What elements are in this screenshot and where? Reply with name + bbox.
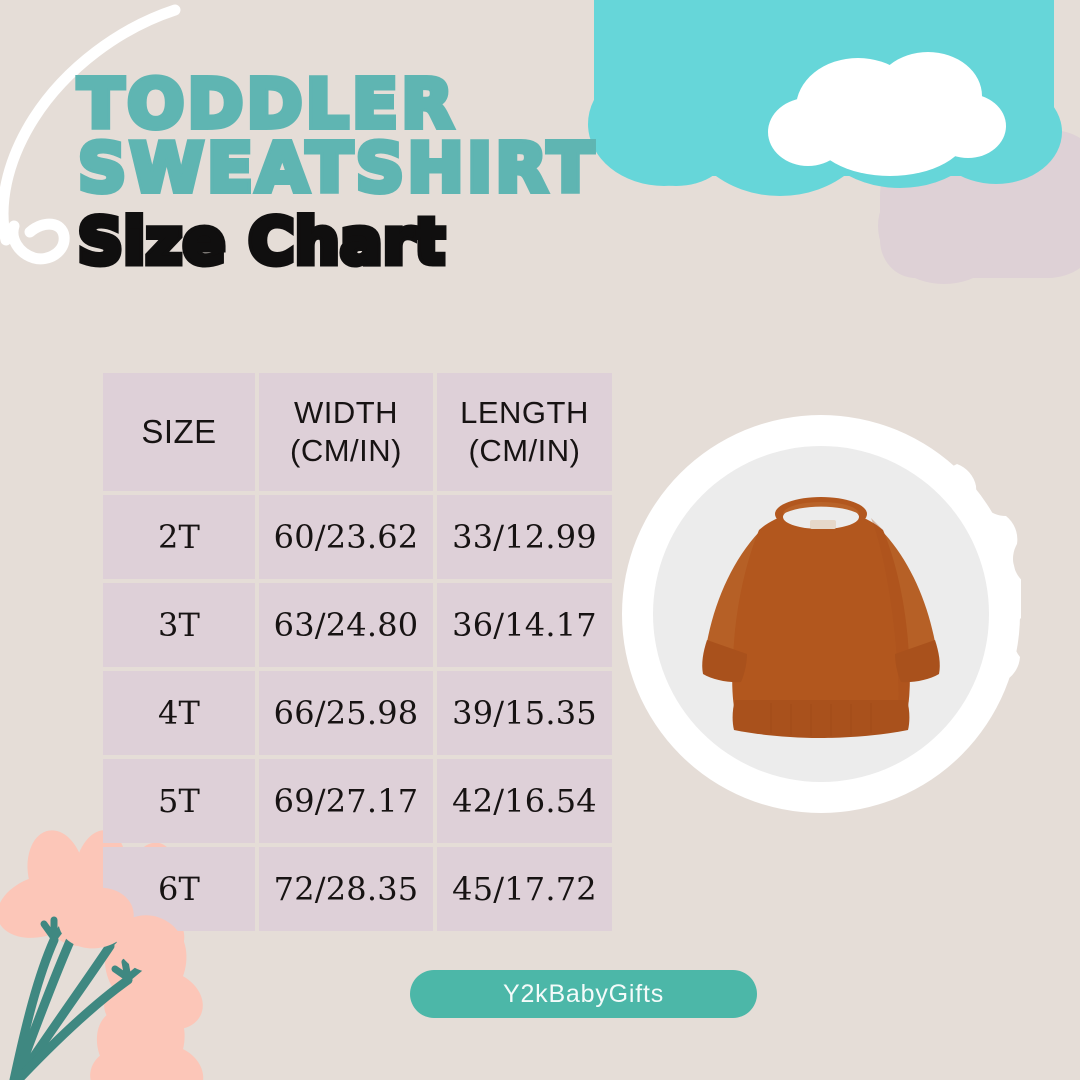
page-subtitle-chart: Chart — [245, 204, 448, 278]
mauve-cloud-icon — [878, 130, 1080, 284]
photo-inner-area — [653, 446, 989, 782]
cell-width: 72/28.35 — [259, 847, 433, 931]
cell-width: 60/23.62 — [259, 495, 433, 579]
brand-badge[interactable]: Y2kBabyGifts — [410, 970, 757, 1018]
size-chart-table-body: 2T 60/23.62 33/12.99 3T 63/24.80 36/14.1… — [103, 495, 612, 931]
page-title-line-2: SWEATSHIRT — [75, 129, 597, 208]
cell-size: 2T — [103, 495, 255, 579]
page-title-line-1: TODDLER — [75, 65, 457, 143]
cell-size: 3T — [103, 583, 255, 667]
table-row: 4T 66/25.98 39/15.35 — [103, 671, 612, 755]
sweatshirt-graphic — [702, 497, 940, 738]
column-header-size-label: SIZE — [141, 412, 217, 450]
cell-width: 69/27.17 — [259, 759, 433, 843]
column-header-width: WIDTH (CM/IN) — [259, 373, 433, 491]
cell-width: 63/24.80 — [259, 583, 433, 667]
cell-size: 5T — [103, 759, 255, 843]
table-row: 6T 72/28.35 45/17.72 — [103, 847, 612, 931]
column-header-size: SIZE — [103, 373, 255, 491]
brand-badge-label: Y2kBabyGifts — [502, 979, 665, 1008]
cell-length: 36/14.17 — [437, 583, 612, 667]
table-row: 3T 63/24.80 36/14.17 — [103, 583, 612, 667]
cell-size: 6T — [103, 847, 255, 931]
table-header-row: SIZE WIDTH (CM/IN) LENGTH (CM/IN) — [103, 373, 612, 491]
cell-length: 33/12.99 — [437, 495, 612, 579]
product-photo — [622, 415, 1021, 813]
page-title-group: TODDLER SWEATSHIRT Size Chart — [74, 65, 778, 276]
column-header-width-label: WIDTH — [293, 395, 399, 431]
size-chart-table-head: SIZE WIDTH (CM/IN) LENGTH (CM/IN) — [103, 373, 612, 491]
cell-length: 39/15.35 — [437, 671, 612, 755]
column-header-length-label: LENGTH — [460, 395, 589, 431]
cell-length: 42/16.54 — [437, 759, 612, 843]
page-subtitle: Size Chart — [74, 207, 778, 276]
size-chart-table: SIZE WIDTH (CM/IN) LENGTH (CM/IN) 2T 60/… — [99, 369, 616, 935]
column-header-width-units: (CM/IN) — [290, 433, 402, 468]
neck-label — [810, 520, 836, 529]
cell-size: 4T — [103, 671, 255, 755]
cell-length: 45/17.72 — [437, 847, 612, 931]
column-header-length-units: (CM/IN) — [468, 433, 581, 468]
table-row: 2T 60/23.62 33/12.99 — [103, 495, 612, 579]
page-subtitle-size: Size — [74, 204, 228, 278]
cell-width: 66/25.98 — [259, 671, 433, 755]
white-cloud-icon — [768, 52, 1006, 176]
table-row: 5T 69/27.17 42/16.54 — [103, 759, 612, 843]
column-header-length: LENGTH (CM/IN) — [437, 373, 612, 491]
product-photo-frame — [621, 414, 1021, 814]
